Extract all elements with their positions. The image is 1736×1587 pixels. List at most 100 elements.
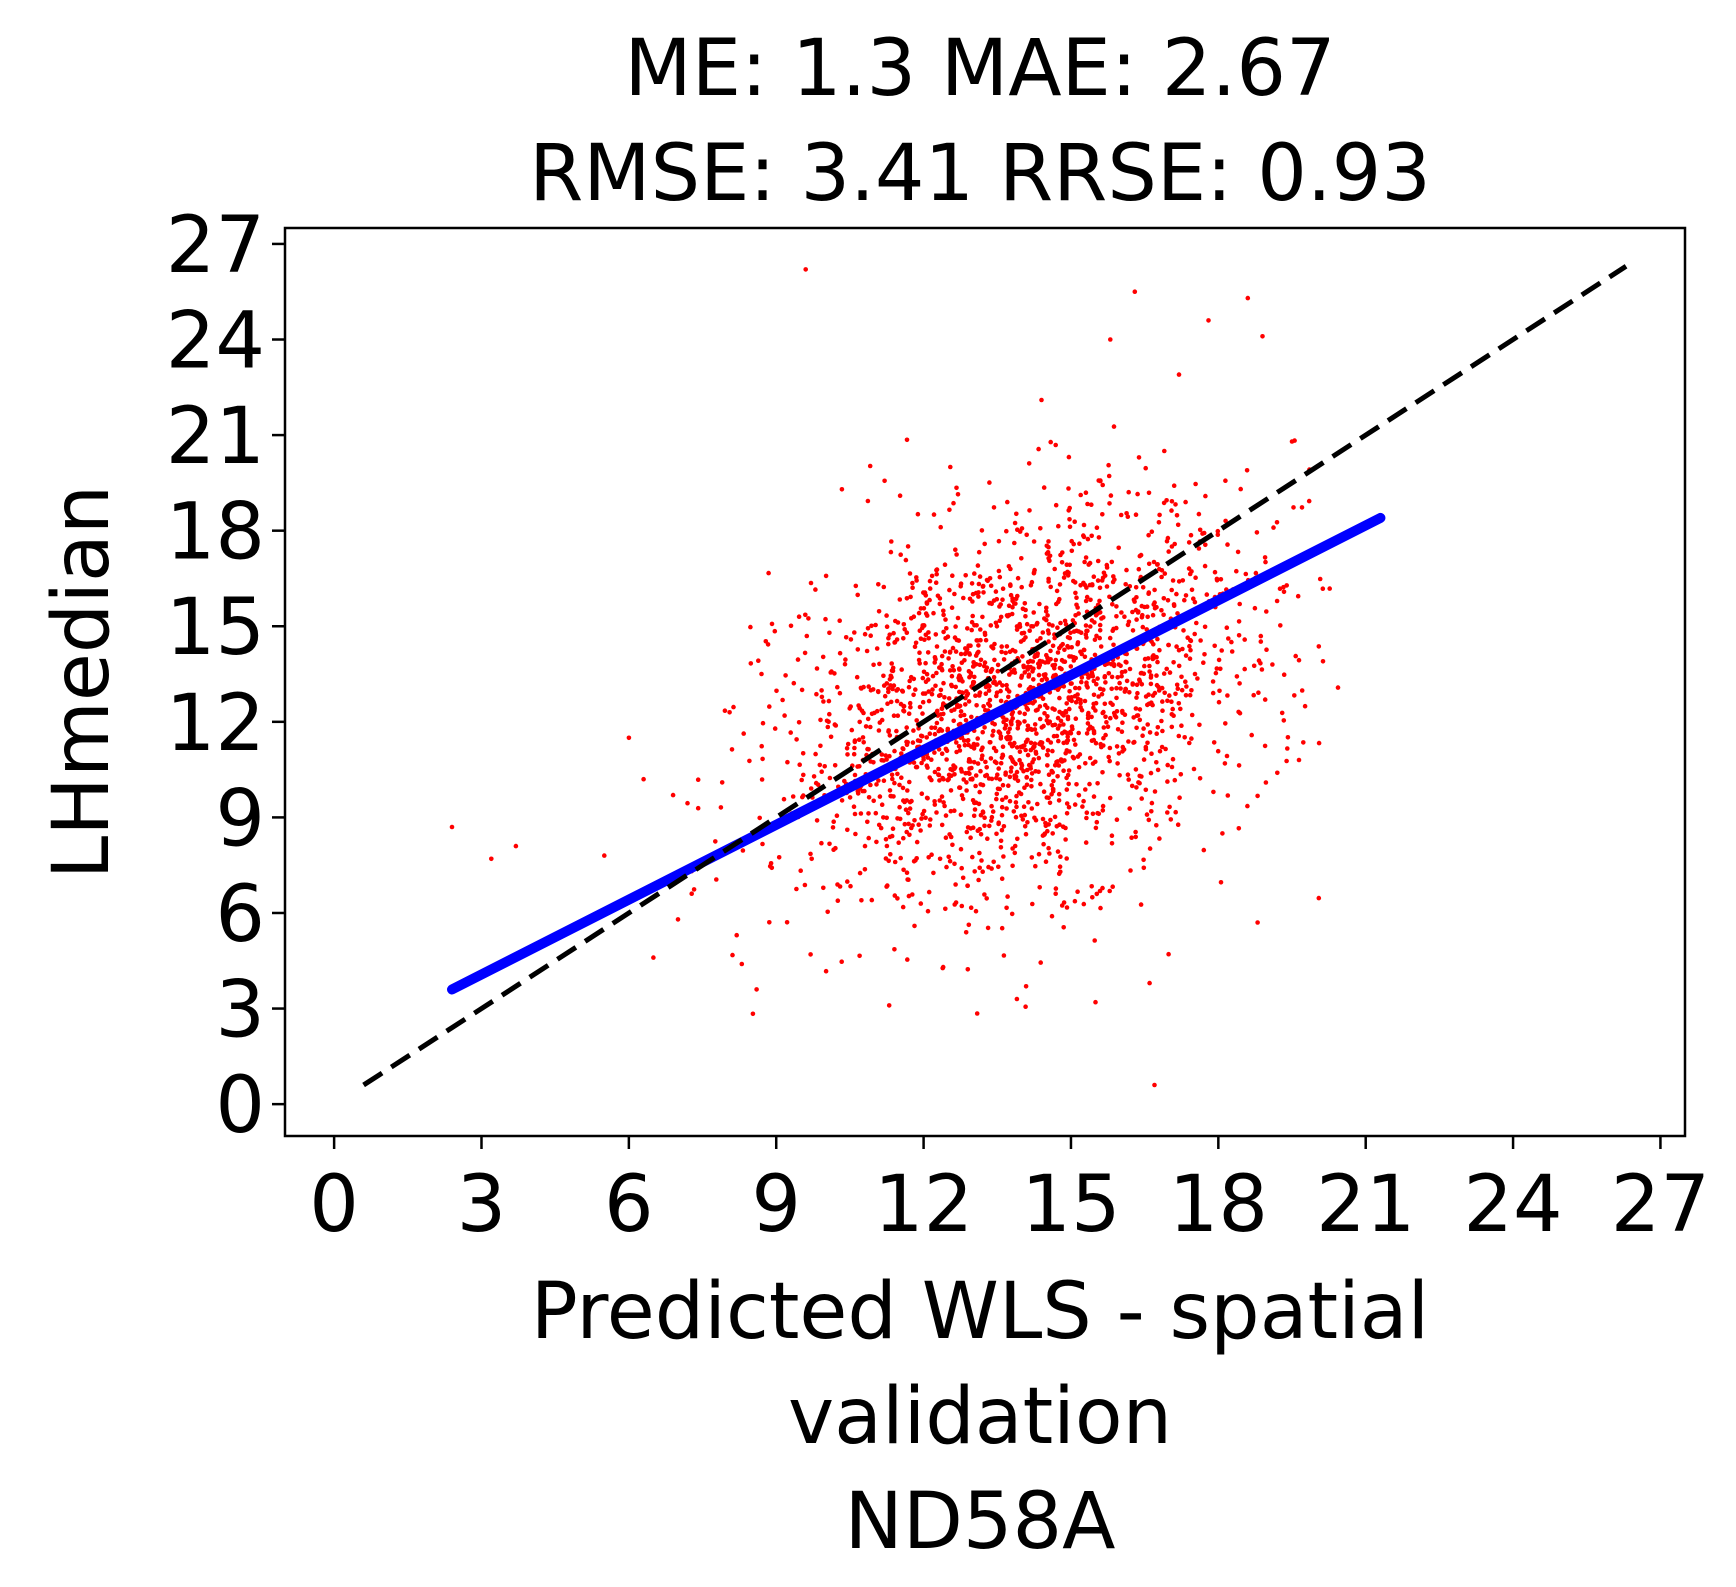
scatter-point (990, 720, 995, 726)
scatter-point (1114, 685, 1119, 691)
scatter-point (1114, 604, 1119, 609)
scatter-point (848, 637, 854, 642)
scatter-point (891, 683, 897, 688)
scatter-point (923, 660, 928, 666)
scatter-point (947, 649, 953, 655)
scatter-point (1141, 857, 1146, 863)
scatter-point (1069, 724, 1075, 729)
scatter-point (956, 744, 962, 749)
scatter-point (937, 798, 942, 803)
scatter-point (814, 818, 820, 823)
scatter-point (998, 760, 1004, 766)
scatter-point (1017, 749, 1023, 754)
scatter-point (1008, 566, 1013, 572)
scatter-point (795, 657, 801, 662)
scatter-point (1160, 708, 1165, 713)
scatter-point (1107, 758, 1112, 764)
scatter-point (961, 738, 967, 743)
scatter-point (1109, 674, 1115, 680)
scatter-point (1165, 779, 1170, 784)
scatter-point (927, 731, 933, 736)
scatter-point (980, 729, 985, 735)
scatter-point (865, 819, 870, 825)
scatter-point (1175, 822, 1181, 827)
scatter-point (954, 552, 959, 557)
scatter-point (1109, 841, 1115, 846)
scatter-point (920, 699, 926, 705)
scatter-point (888, 683, 893, 688)
scatter-point (776, 855, 782, 860)
scatter-point (1055, 625, 1060, 630)
scatter-point (991, 728, 996, 734)
scatter-point (1097, 628, 1103, 633)
scatter-point (957, 785, 963, 790)
scatter-point (695, 805, 701, 811)
scatter-point (641, 776, 646, 782)
scatter-point (1067, 635, 1073, 641)
scatter-point (1003, 795, 1009, 800)
scatter-point (1015, 575, 1021, 581)
scatter-point (1019, 556, 1024, 561)
scatter-point (1034, 731, 1039, 736)
scatter-point (1081, 522, 1087, 528)
scatter-point (922, 637, 927, 642)
scatter-point (1292, 693, 1297, 698)
scatter-point (1039, 397, 1044, 403)
scatter-point (1255, 793, 1260, 799)
scatter-point (947, 858, 953, 864)
scatter-point (1080, 804, 1085, 809)
scatter-point (1114, 695, 1119, 701)
scatter-point (957, 677, 962, 683)
scatter-point (798, 868, 803, 873)
scatter-point (900, 785, 906, 791)
scatter-point (835, 898, 841, 903)
scatter-point (1052, 814, 1058, 820)
scatter-point (806, 616, 811, 621)
scatter-point (1120, 720, 1125, 725)
scatter-point (1296, 657, 1302, 663)
scatter-point (907, 678, 912, 684)
scatter-point (1090, 895, 1095, 900)
scatter-point (1152, 605, 1158, 611)
scatter-point (449, 824, 455, 830)
scatter-point (1129, 783, 1135, 789)
scatter-point (959, 769, 964, 774)
scatter-point (1004, 644, 1010, 649)
scatter-point (1091, 705, 1096, 710)
scatter-point (1139, 615, 1145, 620)
scatter-point (1038, 526, 1043, 531)
scatter-point (1160, 699, 1165, 704)
scatter-point (1203, 493, 1208, 499)
scatter-point (1260, 334, 1265, 339)
scatter-point (718, 805, 724, 810)
scatter-point (813, 587, 818, 592)
scatter-points (449, 267, 1341, 1088)
scatter-point (820, 654, 826, 660)
scatter-point (937, 778, 942, 783)
scatter-point (809, 856, 814, 862)
scatter-point (1130, 609, 1135, 615)
scatter-point (1010, 863, 1015, 869)
scatter-point (949, 605, 955, 610)
scatter-point (869, 623, 874, 629)
scatter-point (1044, 617, 1049, 623)
scatter-point (1189, 587, 1195, 593)
scatter-point (859, 686, 864, 691)
scatter-point (932, 655, 938, 660)
scatter-point (1166, 642, 1171, 648)
scatter-point (1146, 532, 1151, 538)
scatter-point (901, 622, 907, 627)
x-tick-label: 21 (1316, 1160, 1415, 1250)
scatter-point (954, 740, 959, 745)
scatter-point (1126, 739, 1131, 744)
scatter-point (895, 713, 901, 718)
scatter-point (1236, 763, 1242, 768)
scatter-point (1068, 681, 1074, 686)
scatter-point (884, 681, 890, 686)
scatter-point (1196, 511, 1202, 517)
scatter-point (1165, 810, 1170, 815)
scatter-point (799, 777, 804, 783)
scatter-point (955, 704, 960, 710)
scatter-point (920, 711, 925, 716)
scatter-point (1029, 771, 1035, 776)
